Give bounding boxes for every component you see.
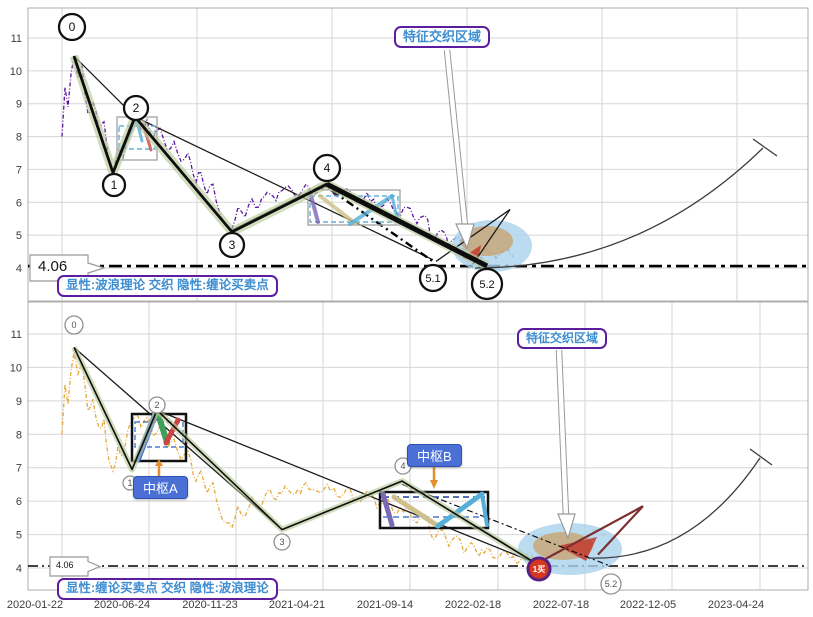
wave-marker: [600, 573, 622, 595]
y-tick-label: 8: [16, 132, 22, 144]
y-tick-label: 10: [10, 362, 22, 374]
pivot-box: [378, 490, 490, 530]
lower-region-label: 特征交织区域: [517, 328, 608, 349]
y-tick-label: 6: [16, 496, 22, 508]
upper-projection-curve: [474, 147, 764, 269]
x-tick-label: 2020-11-23: [182, 599, 237, 611]
y-tick-label: 6: [16, 197, 22, 209]
y-tick-label: 9: [16, 99, 22, 111]
y-tick-label: 11: [11, 329, 22, 341]
lower-y-axis: 4 5 6 7 8 9 10 11: [10, 329, 22, 575]
y-tick-label: 5: [16, 230, 22, 242]
y-tick-label: 11: [11, 33, 22, 45]
wave-marker: [218, 231, 246, 259]
wave-marker: [64, 315, 84, 335]
pivot-a-label: 中枢A: [133, 476, 188, 499]
x-tick-label: 2023-04-24: [708, 599, 764, 611]
orange-arrowhead: [155, 459, 163, 466]
lower-hline-value: 4.06: [56, 560, 74, 570]
upper-pointer-arrow: [443, 49, 475, 250]
x-axis: 2020-01-22 2020-06-24 2020-11-23 2021-04-21…: [7, 599, 764, 611]
lower-price-series: [61, 352, 606, 566]
wave-marker-label: 2: [154, 400, 159, 410]
buy-point-marker: [526, 556, 552, 582]
lower-wave-line: [71, 346, 540, 568]
wave-marker-label: 3: [279, 537, 284, 547]
y-tick-label: 4: [16, 263, 22, 275]
wave-marker-label: 1: [111, 178, 118, 192]
lower-zs-arrow: [155, 459, 163, 476]
lower-zs-arrow: [430, 467, 438, 489]
arrowhead: [557, 513, 576, 540]
wave-marker: [122, 94, 150, 122]
pivot-b-label: 中枢B: [407, 444, 462, 467]
upper-price-series: [61, 55, 514, 260]
lower-price: [61, 352, 606, 566]
wave-marker-label: 5.2: [605, 579, 618, 589]
y-tick-label: 9: [16, 396, 22, 408]
wave-marker-label: 5.1: [425, 273, 440, 285]
lower-maroon-wedge: [537, 505, 644, 564]
highlight-blob: [461, 226, 513, 256]
wave-marker: [312, 153, 342, 183]
lower-value-callout: [49, 556, 102, 577]
y-tick-label: 5: [16, 530, 22, 542]
x-tick-label: 2022-02-18: [445, 599, 501, 611]
upper-wave-line: [69, 54, 490, 271]
wave-marker-label: 0: [71, 320, 76, 330]
lower-pointer-arrow: [555, 349, 576, 540]
upper-wave-markers: 0 1 2 3 4 5.1 5.2: [57, 12, 504, 301]
upper-hline-value: 4.06: [38, 258, 68, 275]
wave-marker: [148, 396, 166, 414]
wave-marker: [273, 533, 291, 551]
upper-price: [61, 55, 514, 260]
y-tick-label: 7: [16, 164, 22, 176]
upper-region-label: 特征交织区域: [394, 26, 491, 49]
wave-marker-label: 4: [400, 461, 405, 471]
lower-projection-curve: [587, 457, 761, 559]
wave-marker-label: 2: [133, 101, 140, 115]
wave-marker-label: 3: [229, 238, 236, 252]
upper-y-axis: 4 5 6 7 8 9 10 11: [10, 33, 22, 275]
x-tick-label: 2020-06-24: [94, 599, 150, 611]
wave-marker: [101, 172, 127, 198]
upper-grid: [27, 7, 809, 302]
x-tick-label: 2020-01-22: [7, 599, 63, 611]
x-tick-label: 2022-12-05: [620, 599, 676, 611]
upper-value-callout: [29, 254, 107, 282]
wave-marker-label: 1: [127, 478, 132, 488]
y-tick-label: 4: [16, 563, 22, 575]
wave-marker: [57, 12, 87, 42]
y-tick-label: 8: [16, 429, 22, 441]
y-tick-label: 7: [16, 463, 22, 475]
wave-marker-label: 5.2: [479, 279, 494, 291]
lower-wave-markers: 0 1 2 3 4 5.2 1买: [64, 315, 622, 595]
lower-mode-label: 显性:缠论买卖点 交织 隐性:波浪理论: [57, 578, 278, 600]
x-tick-label: 2022-07-18: [533, 599, 589, 611]
buy-point-label: 1买: [533, 565, 545, 574]
lower-grid: [27, 301, 809, 591]
wave-marker-label: 0: [69, 20, 76, 34]
pivot-box: [307, 189, 401, 226]
wave-marker: [418, 263, 448, 293]
y-tick-label: 10: [10, 66, 22, 78]
orange-arrowhead: [430, 480, 438, 489]
x-tick-label: 2021-04-21: [269, 599, 325, 611]
arrowhead: [455, 223, 475, 250]
upper-mode-label: 显性:波浪理论 交织 隐性:缠论买卖点: [57, 275, 278, 297]
wave-marker: [470, 267, 504, 301]
x-tick-label: 2021-09-14: [357, 599, 413, 611]
wave-marker-label: 4: [324, 161, 331, 175]
